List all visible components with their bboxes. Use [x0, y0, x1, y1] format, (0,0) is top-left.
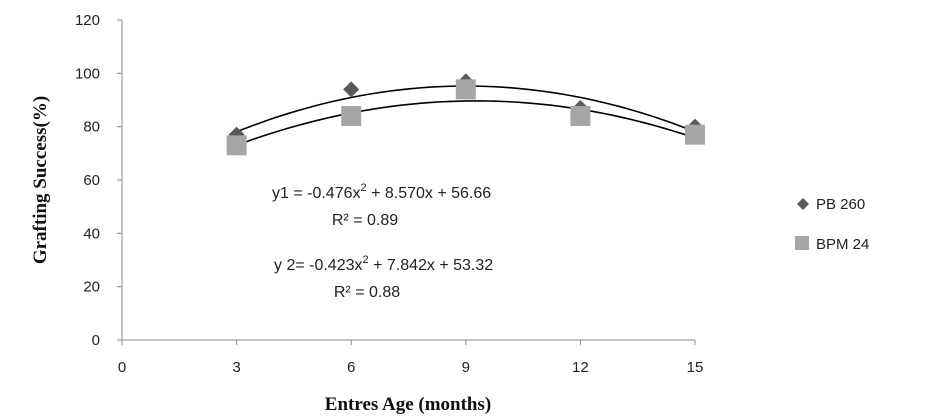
data-point-square: [226, 135, 247, 156]
y-axis-title: Grafting Success(%): [30, 96, 51, 264]
x-tick-label: 9: [462, 359, 470, 376]
legend: PB 260 BPM 24: [795, 196, 869, 253]
y-tick-label: 60: [83, 172, 100, 189]
y-tick-label: 80: [83, 119, 100, 136]
y-tick-label: 120: [75, 12, 100, 29]
data-points: [226, 73, 705, 156]
legend-label-pb260: PB 260: [816, 196, 865, 213]
data-point-square: [341, 106, 362, 126]
data-point-square: [685, 124, 705, 145]
trendline-series-2: [236, 100, 696, 146]
legend-marker-bpm24: [795, 236, 809, 250]
legend-label-bpm24: BPM 24: [816, 236, 869, 253]
x-ticks: 0 3 6 9 12 15: [118, 340, 704, 376]
x-tick-label: 12: [572, 359, 589, 376]
data-point-square: [570, 106, 591, 126]
r-squared-2: R² = 0.88: [334, 284, 400, 301]
x-axis-title: Entres Age (months): [325, 394, 491, 415]
data-point-diamond: [343, 81, 360, 98]
equation-2: y 2= -0.423x2 + 7.842x + 53.32: [274, 254, 493, 274]
x-tick-label: 15: [687, 359, 704, 376]
y-tick-label: 20: [83, 279, 100, 296]
r-squared-1: R² = 0.89: [332, 212, 398, 229]
y-tick-label: 0: [92, 332, 100, 349]
equation-1: y1 = -0.476x2 + 8.570x + 56.66: [272, 182, 491, 202]
x-tick-label: 6: [347, 359, 355, 376]
y-ticks: 0 20 40 60 80 100 120: [75, 12, 122, 349]
y-tick-label: 100: [75, 65, 100, 82]
x-tick-label: 3: [232, 359, 240, 376]
data-point-square: [455, 79, 476, 100]
y-tick-label: 40: [83, 225, 100, 242]
legend-marker-pb260: [797, 198, 809, 210]
x-tick-label: 0: [118, 359, 126, 376]
